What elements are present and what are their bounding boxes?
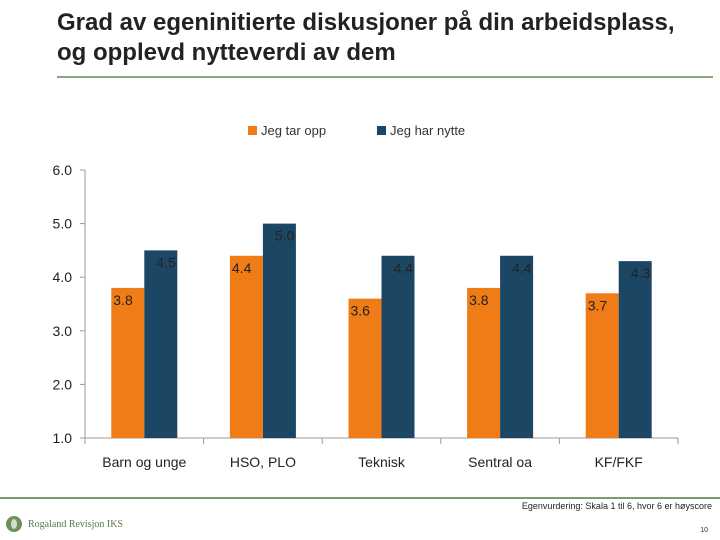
x-category-label: Barn og unge bbox=[102, 454, 186, 470]
bar-jeg-har-nytte bbox=[618, 261, 652, 438]
data-label: 3.8 bbox=[469, 292, 489, 308]
x-category-label: Teknisk bbox=[358, 454, 406, 470]
x-category-label: Sentral oa bbox=[468, 454, 532, 470]
legend-swatch-2 bbox=[377, 126, 386, 135]
logo-text: Rogaland Revisjon IKS bbox=[28, 518, 123, 530]
legend-label-1: Jeg tar opp bbox=[261, 123, 326, 138]
bar-jeg-har-nytte bbox=[144, 250, 178, 438]
data-label: 5.0 bbox=[275, 228, 295, 244]
data-label: 4.5 bbox=[156, 254, 176, 270]
bar-jeg-tar-opp bbox=[111, 287, 145, 438]
footer-divider bbox=[0, 497, 720, 499]
bar-jeg-har-nytte bbox=[381, 255, 415, 438]
legend-label-2: Jeg har nytte bbox=[390, 123, 465, 138]
y-tick-label: 5.0 bbox=[53, 216, 73, 232]
y-tick-label: 1.0 bbox=[53, 430, 73, 446]
data-label: 4.4 bbox=[512, 260, 532, 276]
y-tick-label: 6.0 bbox=[53, 162, 73, 178]
bar-chart: Jeg tar opp Jeg har nytte 1.0 2.0 3.0 4.0 5.0 6… bbox=[53, 123, 679, 470]
bar-jeg-tar-opp bbox=[229, 255, 263, 438]
page-number: 10 bbox=[700, 527, 708, 534]
company-logo: Rogaland Revisjon IKS bbox=[6, 514, 123, 534]
data-label: 4.3 bbox=[631, 265, 651, 281]
bar-jeg-tar-opp bbox=[348, 298, 382, 438]
bar-jeg-tar-opp bbox=[585, 293, 619, 438]
y-tick-label: 2.0 bbox=[53, 376, 73, 392]
data-label: 4.4 bbox=[394, 260, 414, 276]
data-label: 3.7 bbox=[588, 297, 608, 313]
legend-swatch-1 bbox=[248, 126, 257, 135]
x-category-label: KF/FKF bbox=[595, 454, 643, 470]
bar-jeg-har-nytte bbox=[500, 255, 534, 438]
data-label: 3.6 bbox=[351, 303, 371, 319]
x-category-label: HSO, PLO bbox=[230, 454, 296, 470]
scale-note: Egenvurdering: Skala 1 til 6, hvor 6 er … bbox=[521, 501, 712, 511]
data-label: 3.8 bbox=[113, 292, 133, 308]
y-tick-label: 3.0 bbox=[53, 323, 73, 339]
bar-jeg-har-nytte bbox=[262, 223, 296, 438]
data-label: 4.4 bbox=[232, 260, 252, 276]
y-tick-label: 4.0 bbox=[53, 269, 73, 285]
bar-jeg-tar-opp bbox=[467, 287, 501, 438]
page-title: Grad av egeninitierte diskusjoner på din… bbox=[57, 9, 675, 66]
logo-icon bbox=[6, 516, 22, 532]
title-divider bbox=[57, 76, 713, 78]
